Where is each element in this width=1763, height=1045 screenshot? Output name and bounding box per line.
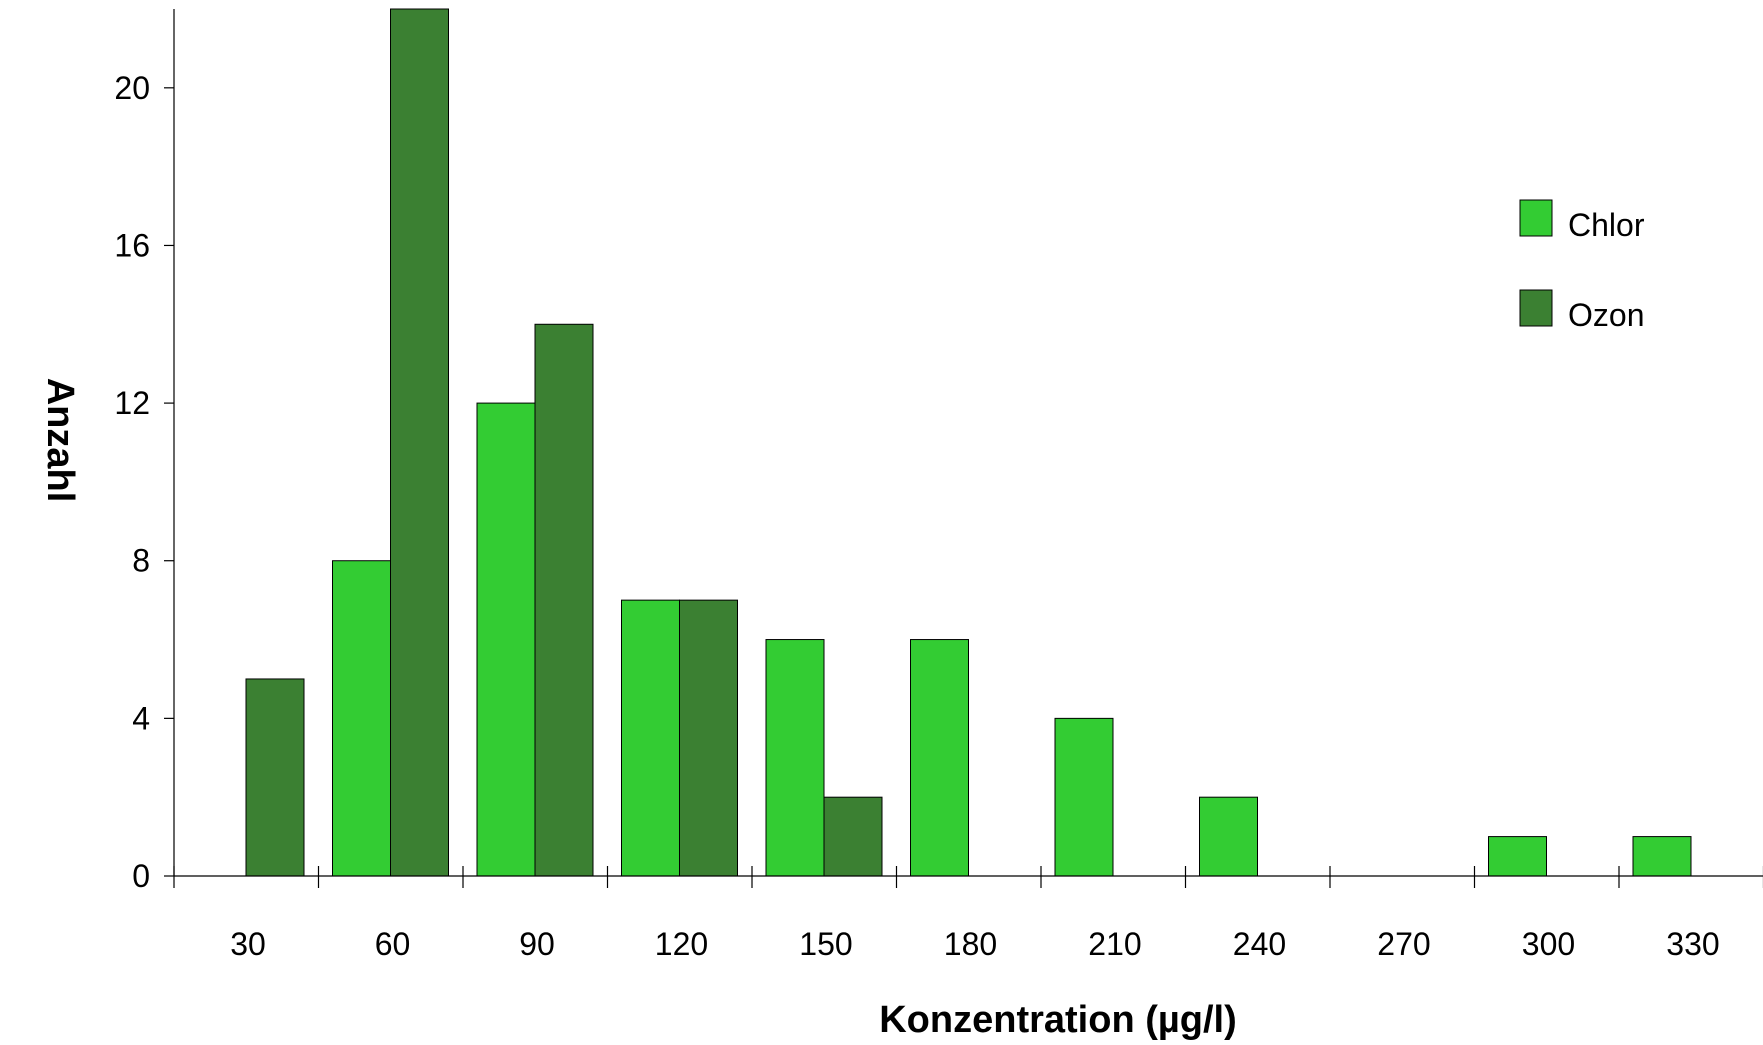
x-tick-label: 330 <box>1666 926 1719 962</box>
y-axis-title: Anzahl <box>39 378 81 503</box>
legend-swatch-ozon <box>1519 289 1553 327</box>
y-tick-label: 12 <box>114 385 150 421</box>
x-tick-label: 120 <box>655 926 708 962</box>
legend: Chlor Ozon <box>1519 199 1645 333</box>
x-axis-title: Konzentration (µg/l) <box>879 999 1237 1041</box>
x-tick-label: 240 <box>1233 926 1286 962</box>
bar-ozon-90 <box>534 323 594 877</box>
bar-chlor-180 <box>910 639 969 877</box>
bar-chlor-60 <box>332 560 391 877</box>
y-tick-label: 0 <box>132 858 150 894</box>
bars <box>245 8 1692 877</box>
bar-chlor-90 <box>476 402 536 877</box>
bar-chlor-150 <box>765 639 825 877</box>
y-tick-label: 8 <box>132 543 150 579</box>
axes: 0 4 8 12 16 20 30 60 90 120 150 180 210 240 270 300 330 <box>114 9 1763 962</box>
legend-label-ozon: Ozon <box>1568 297 1644 333</box>
y-tick-label: 4 <box>132 700 150 736</box>
bar-ozon-150 <box>823 796 883 877</box>
bar-chlor-240 <box>1199 796 1258 877</box>
y-tick-label: 20 <box>114 70 150 106</box>
x-tick-label: 60 <box>375 926 411 962</box>
x-tick-label: 150 <box>799 926 852 962</box>
x-tick-label: 210 <box>1088 926 1141 962</box>
bar-chlor-120 <box>621 599 680 877</box>
y-tick-label: 16 <box>114 227 150 263</box>
bar-ozon-30 <box>245 678 305 877</box>
x-tick-label: 270 <box>1377 926 1430 962</box>
bar-chlor-330 <box>1632 836 1692 877</box>
bar-ozon-120 <box>679 599 738 877</box>
x-tick-label: 30 <box>230 926 266 962</box>
bar-chlor-210 <box>1054 717 1114 877</box>
x-tick-label: 90 <box>519 926 555 962</box>
legend-label-chlor: Chlor <box>1568 207 1645 243</box>
bar-chlor-300 <box>1488 836 1547 877</box>
x-tick-label: 300 <box>1522 926 1575 962</box>
x-tick-label: 180 <box>944 926 997 962</box>
legend-swatch-chlor <box>1519 199 1553 237</box>
bar-ozon-60 <box>390 8 449 877</box>
